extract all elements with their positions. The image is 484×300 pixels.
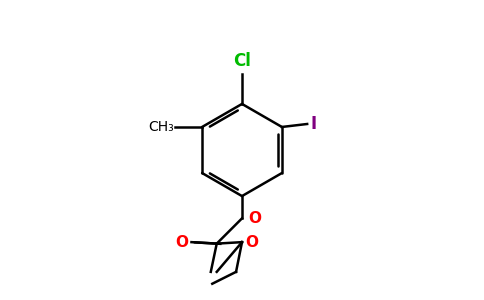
Text: O: O: [175, 235, 188, 250]
Text: CH₃: CH₃: [148, 120, 174, 134]
Text: I: I: [310, 115, 316, 133]
Text: Cl: Cl: [233, 52, 251, 70]
Text: O: O: [245, 235, 258, 250]
Text: O: O: [249, 211, 261, 226]
